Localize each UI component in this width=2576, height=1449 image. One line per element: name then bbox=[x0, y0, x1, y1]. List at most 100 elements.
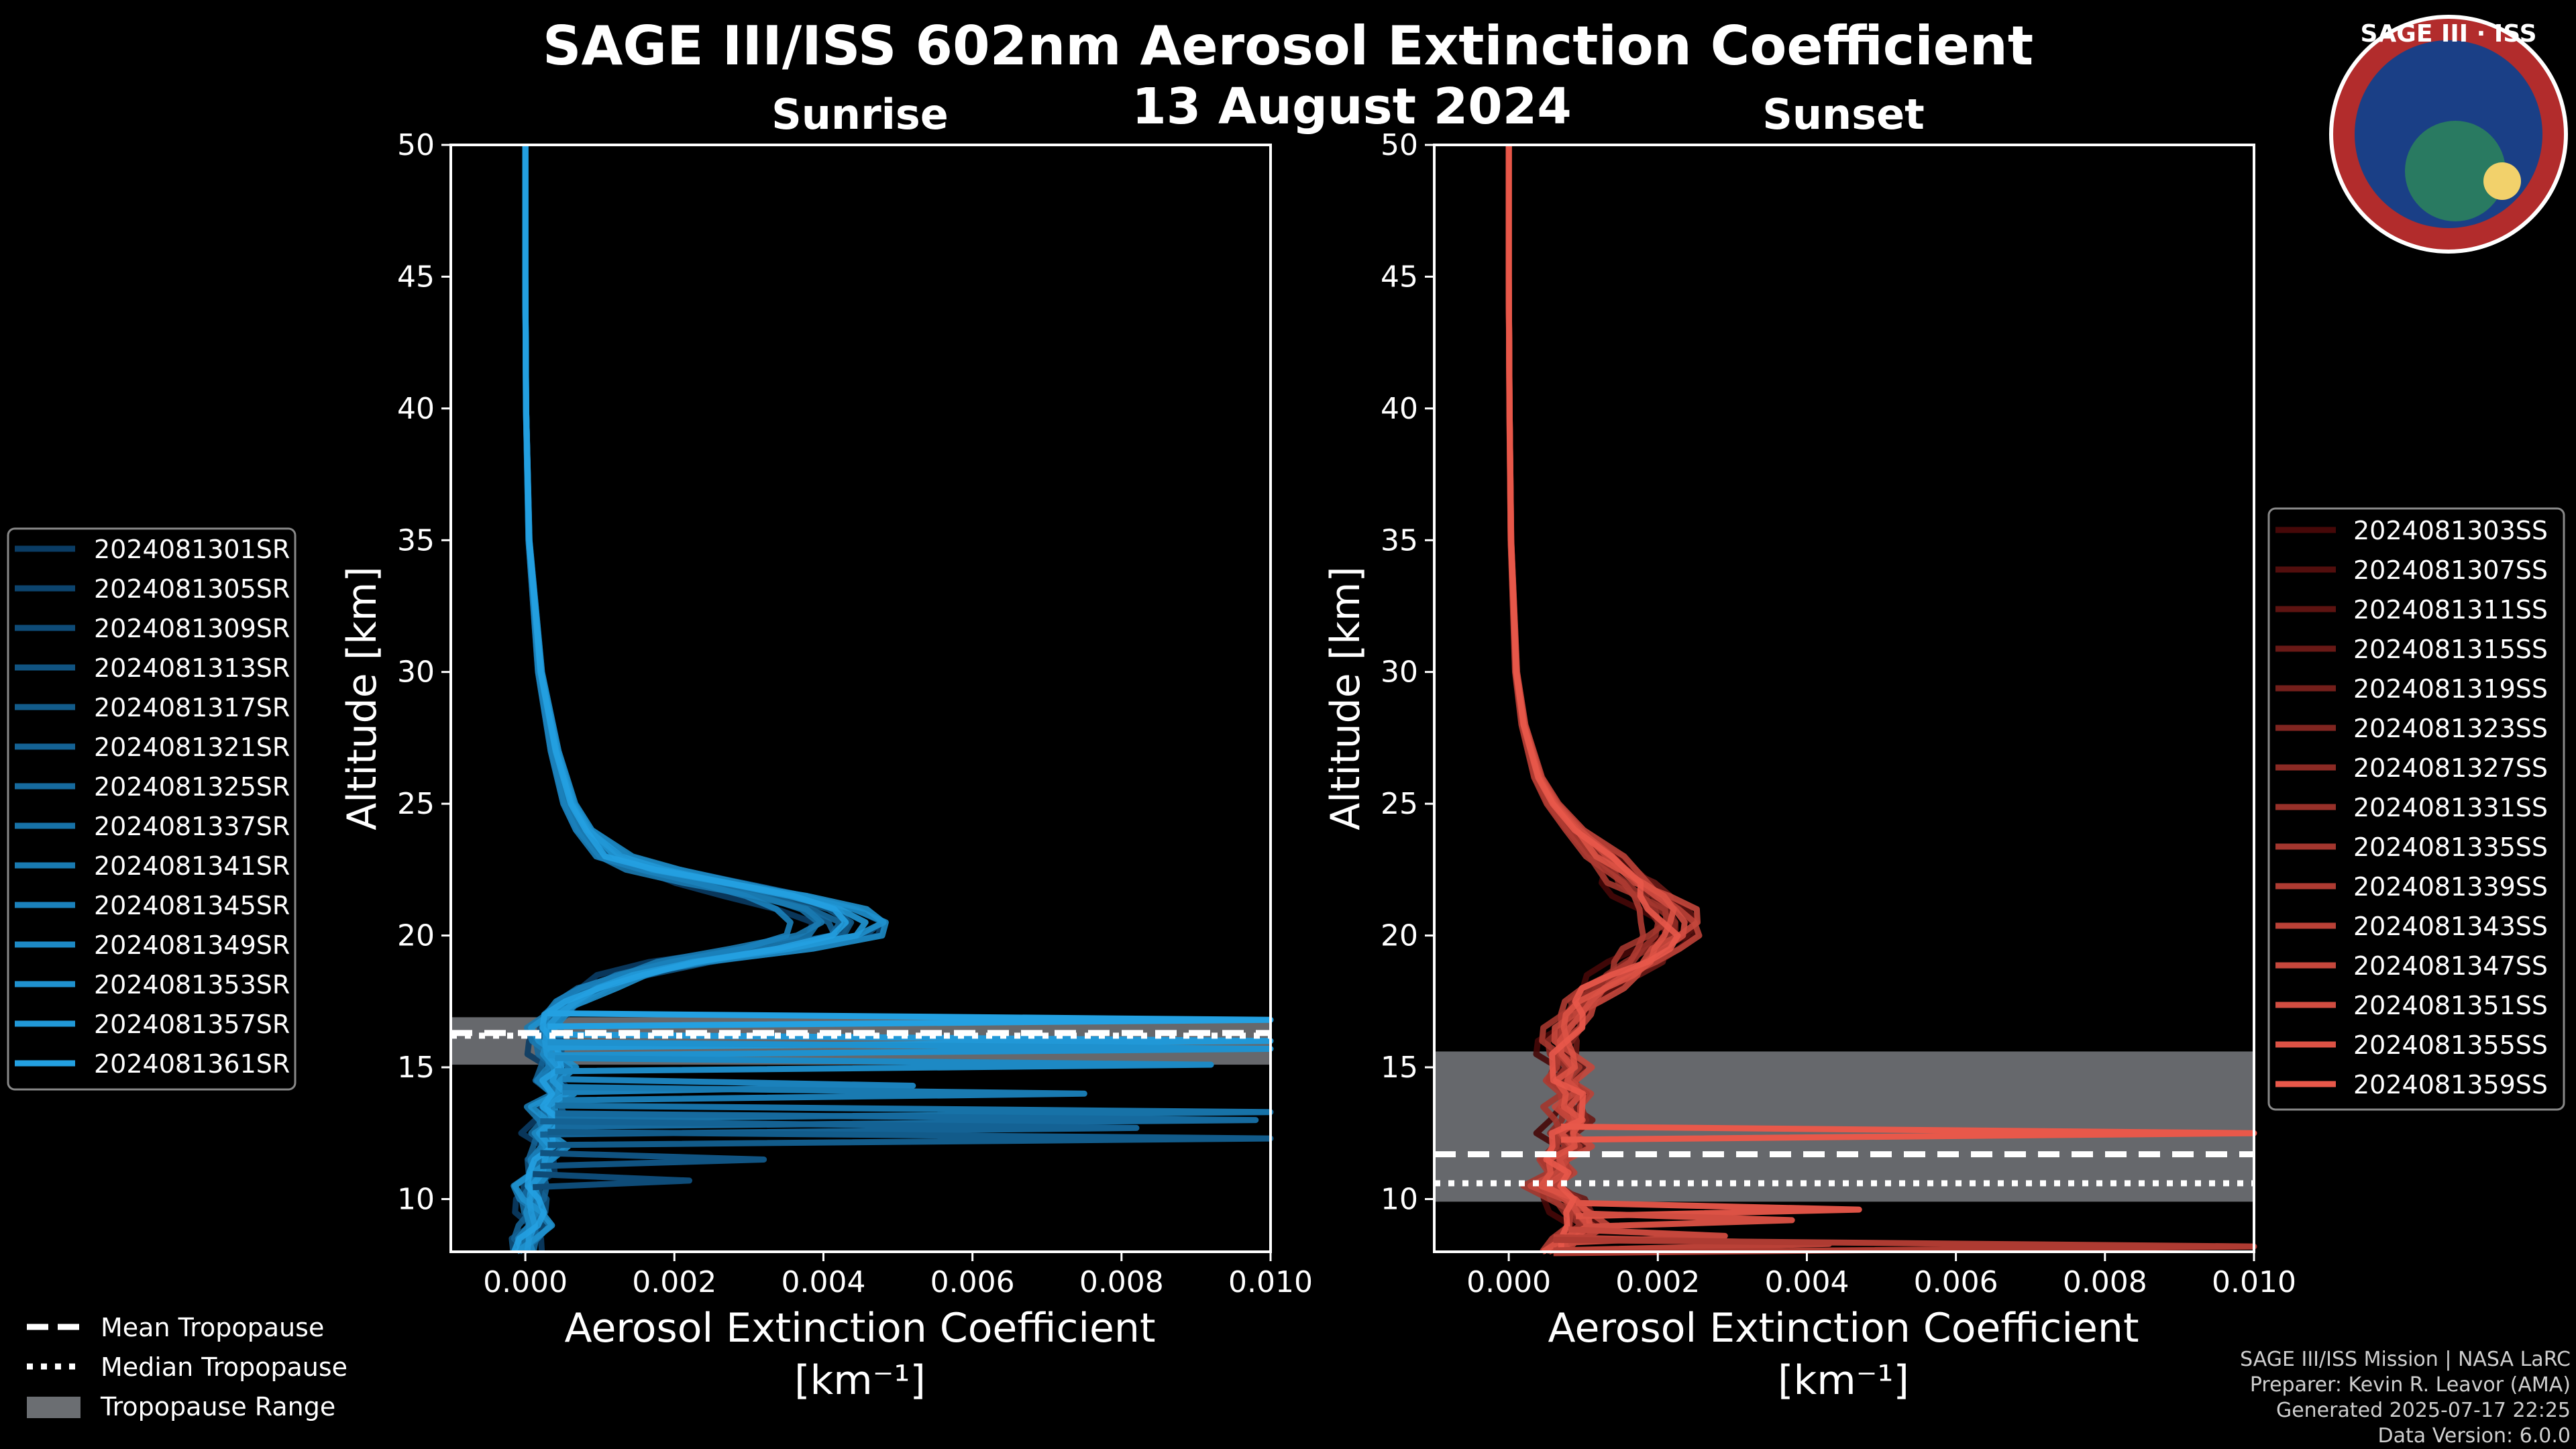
legend-label: 2024081303SS bbox=[2353, 516, 2548, 545]
legend-label: 2024081335SS bbox=[2353, 833, 2548, 862]
profile-excursion bbox=[533, 1171, 692, 1191]
main-title: SAGE III/ISS 602nm Aerosol Extinction Co… bbox=[543, 15, 2033, 77]
tropopause-range-swatch bbox=[27, 1397, 80, 1418]
legend-label: 2024081341SR bbox=[94, 851, 290, 881]
legend-label: 2024081353SR bbox=[94, 970, 290, 1000]
mean-tropopause-label: Mean Tropopause bbox=[101, 1313, 324, 1342]
badge-title: SAGE III · ISS bbox=[2360, 20, 2536, 48]
legend-label: 2024081317SR bbox=[94, 693, 290, 722]
y-tick-label: 15 bbox=[1381, 1051, 1418, 1085]
legend-label: 2024081323SS bbox=[2353, 714, 2548, 743]
x-tick-label: 0.004 bbox=[781, 1265, 865, 1299]
y-tick-label: 50 bbox=[1381, 128, 1418, 162]
sunset-legend-items: 2024081303SS 2024081307SS 2024081311SS 2024… bbox=[2275, 516, 2548, 1099]
legend-label: 2024081343SS bbox=[2353, 912, 2548, 941]
y-tick-label: 35 bbox=[397, 523, 435, 557]
sunrise-xlabel-units: [km⁻¹] bbox=[794, 1357, 926, 1404]
sunrise-legend-box bbox=[7, 527, 297, 1091]
sunrise-frame bbox=[449, 144, 1272, 1253]
legend-label: 2024081315SS bbox=[2353, 635, 2548, 664]
profile-excursion bbox=[1583, 1210, 1795, 1230]
legend-label: 2024081311SS bbox=[2353, 595, 2548, 625]
credit-preparer: Preparer: Kevin R. Leavor (AMA) bbox=[2250, 1373, 2571, 1397]
x-tick-label: 0.008 bbox=[2063, 1265, 2147, 1299]
sunrise-subtitle: Sunrise bbox=[771, 90, 949, 139]
x-tick-label: 0.006 bbox=[1914, 1265, 1998, 1299]
profile-2024081339SS bbox=[1505, 145, 1646, 1254]
profile-excursion bbox=[540, 1150, 767, 1169]
sunset-legend: 2024081303SS 2024081307SS 2024081311SS 2024… bbox=[2267, 507, 2565, 1111]
sunset-frame bbox=[1433, 144, 2255, 1253]
legend-label: 2024081301SR bbox=[94, 535, 290, 564]
median-tropopause-label: Median Tropopause bbox=[101, 1352, 347, 1382]
mission-badge: SAGE III · ISS bbox=[2329, 15, 2568, 254]
x-tick-label: 0.000 bbox=[1466, 1265, 1551, 1299]
x-tick-label: 0.002 bbox=[632, 1265, 716, 1299]
legend-label: 2024081313SR bbox=[94, 653, 290, 683]
legend-label: 2024081305SR bbox=[94, 574, 290, 604]
y-tick-label: 45 bbox=[1381, 260, 1418, 294]
y-tick-label: 25 bbox=[397, 787, 435, 821]
sunset-subtitle: Sunset bbox=[1762, 90, 1925, 139]
y-tick-label: 10 bbox=[1381, 1182, 1418, 1216]
y-tick-label: 40 bbox=[1381, 392, 1418, 426]
y-tick-label: 50 bbox=[397, 128, 435, 162]
legend-label: 2024081307SS bbox=[2353, 555, 2548, 585]
y-tick-label: 20 bbox=[1381, 919, 1418, 953]
sunset-ticks: 0.000 0.002 0.004 0.006 0.008 0.010 10 15 20 25 30… bbox=[1381, 128, 2296, 1299]
sunrise-legend: 2024081301SR 2024081305SR 2024081309SR 2024… bbox=[7, 527, 297, 1091]
legend-label: 2024081345SR bbox=[94, 891, 290, 920]
legend-label: 2024081355SS bbox=[2353, 1030, 2548, 1060]
legend-label: 2024081347SS bbox=[2353, 951, 2548, 981]
credit-generated: Generated 2025-07-17 22:25 bbox=[2276, 1399, 2571, 1422]
credit-version: Data Version: 6.0.0 bbox=[2378, 1424, 2571, 1448]
sunrise-legend-items: 2024081301SR 2024081305SR 2024081309SR 2024… bbox=[15, 535, 290, 1079]
credits: SAGE III/ISS Mission | NASA LaRC Prepare… bbox=[2240, 1348, 2571, 1448]
legend-label: 2024081359SS bbox=[2353, 1070, 2548, 1099]
legend-label: 2024081327SS bbox=[2353, 753, 2548, 783]
legend-label: 2024081337SR bbox=[94, 812, 290, 841]
profile-2024081359SS bbox=[1505, 145, 1681, 1252]
x-tick-label: 0.004 bbox=[1764, 1265, 1849, 1299]
legend-label: 2024081319SS bbox=[2353, 674, 2548, 704]
sunset-ylabel: Altitude [km] bbox=[1322, 566, 1369, 830]
sunset-legend-box bbox=[2267, 507, 2565, 1111]
legend-label: 2024081349SR bbox=[94, 930, 290, 960]
legend-label: 2024081331SS bbox=[2353, 793, 2548, 822]
legend-label: 2024081361SR bbox=[94, 1049, 290, 1079]
sunrise-xlabel: Aerosol Extinction Coefficient bbox=[565, 1305, 1156, 1352]
sunset-axes: 0.000 0.002 0.004 0.006 0.008 0.010 10 15 20 25 30… bbox=[1322, 128, 2296, 1404]
x-tick-label: 0.010 bbox=[1228, 1265, 1313, 1299]
x-tick-label: 0.006 bbox=[930, 1265, 1015, 1299]
legend-label: 2024081351SS bbox=[2353, 991, 2548, 1020]
y-tick-label: 20 bbox=[397, 919, 435, 953]
legend-label: 2024081339SS bbox=[2353, 872, 2548, 902]
y-tick-label: 45 bbox=[397, 260, 435, 294]
x-tick-label: 0.008 bbox=[1079, 1265, 1164, 1299]
y-tick-label: 15 bbox=[397, 1051, 435, 1085]
y-tick-label: 35 bbox=[1381, 523, 1418, 557]
sunrise-axes: 0.000 0.002 0.004 0.006 0.008 0.010 10 15 20 25 30… bbox=[339, 128, 1313, 1404]
sunset-xlabel: Aerosol Extinction Coefficient bbox=[1548, 1305, 2139, 1352]
sunrise-ylabel: Altitude [km] bbox=[339, 566, 386, 830]
y-tick-label: 30 bbox=[1381, 655, 1418, 690]
legend-label: 2024081321SR bbox=[94, 733, 290, 762]
profile-excursion bbox=[562, 1084, 1087, 1104]
y-tick-label: 40 bbox=[397, 392, 435, 426]
badge-earth-icon bbox=[2405, 121, 2506, 221]
x-tick-label: 0.002 bbox=[1615, 1265, 1700, 1299]
profile-2024081361SR bbox=[511, 145, 849, 1253]
sunset-xlabel-units: [km⁻¹] bbox=[1778, 1357, 1909, 1404]
credit-mission: SAGE III/ISS Mission | NASA LaRC bbox=[2240, 1348, 2571, 1371]
y-tick-label: 30 bbox=[397, 655, 435, 690]
badge-sun-icon bbox=[2483, 162, 2521, 200]
x-tick-label: 0.010 bbox=[2212, 1265, 2296, 1299]
legend-label: 2024081325SR bbox=[94, 772, 290, 802]
y-tick-label: 25 bbox=[1381, 787, 1418, 821]
date-title: 13 August 2024 bbox=[1132, 78, 1572, 136]
tropopause-legend: Mean Tropopause Median Tropopause Tropop… bbox=[27, 1313, 347, 1421]
profile-excursion bbox=[555, 1055, 1214, 1075]
y-tick-label: 10 bbox=[397, 1182, 435, 1216]
